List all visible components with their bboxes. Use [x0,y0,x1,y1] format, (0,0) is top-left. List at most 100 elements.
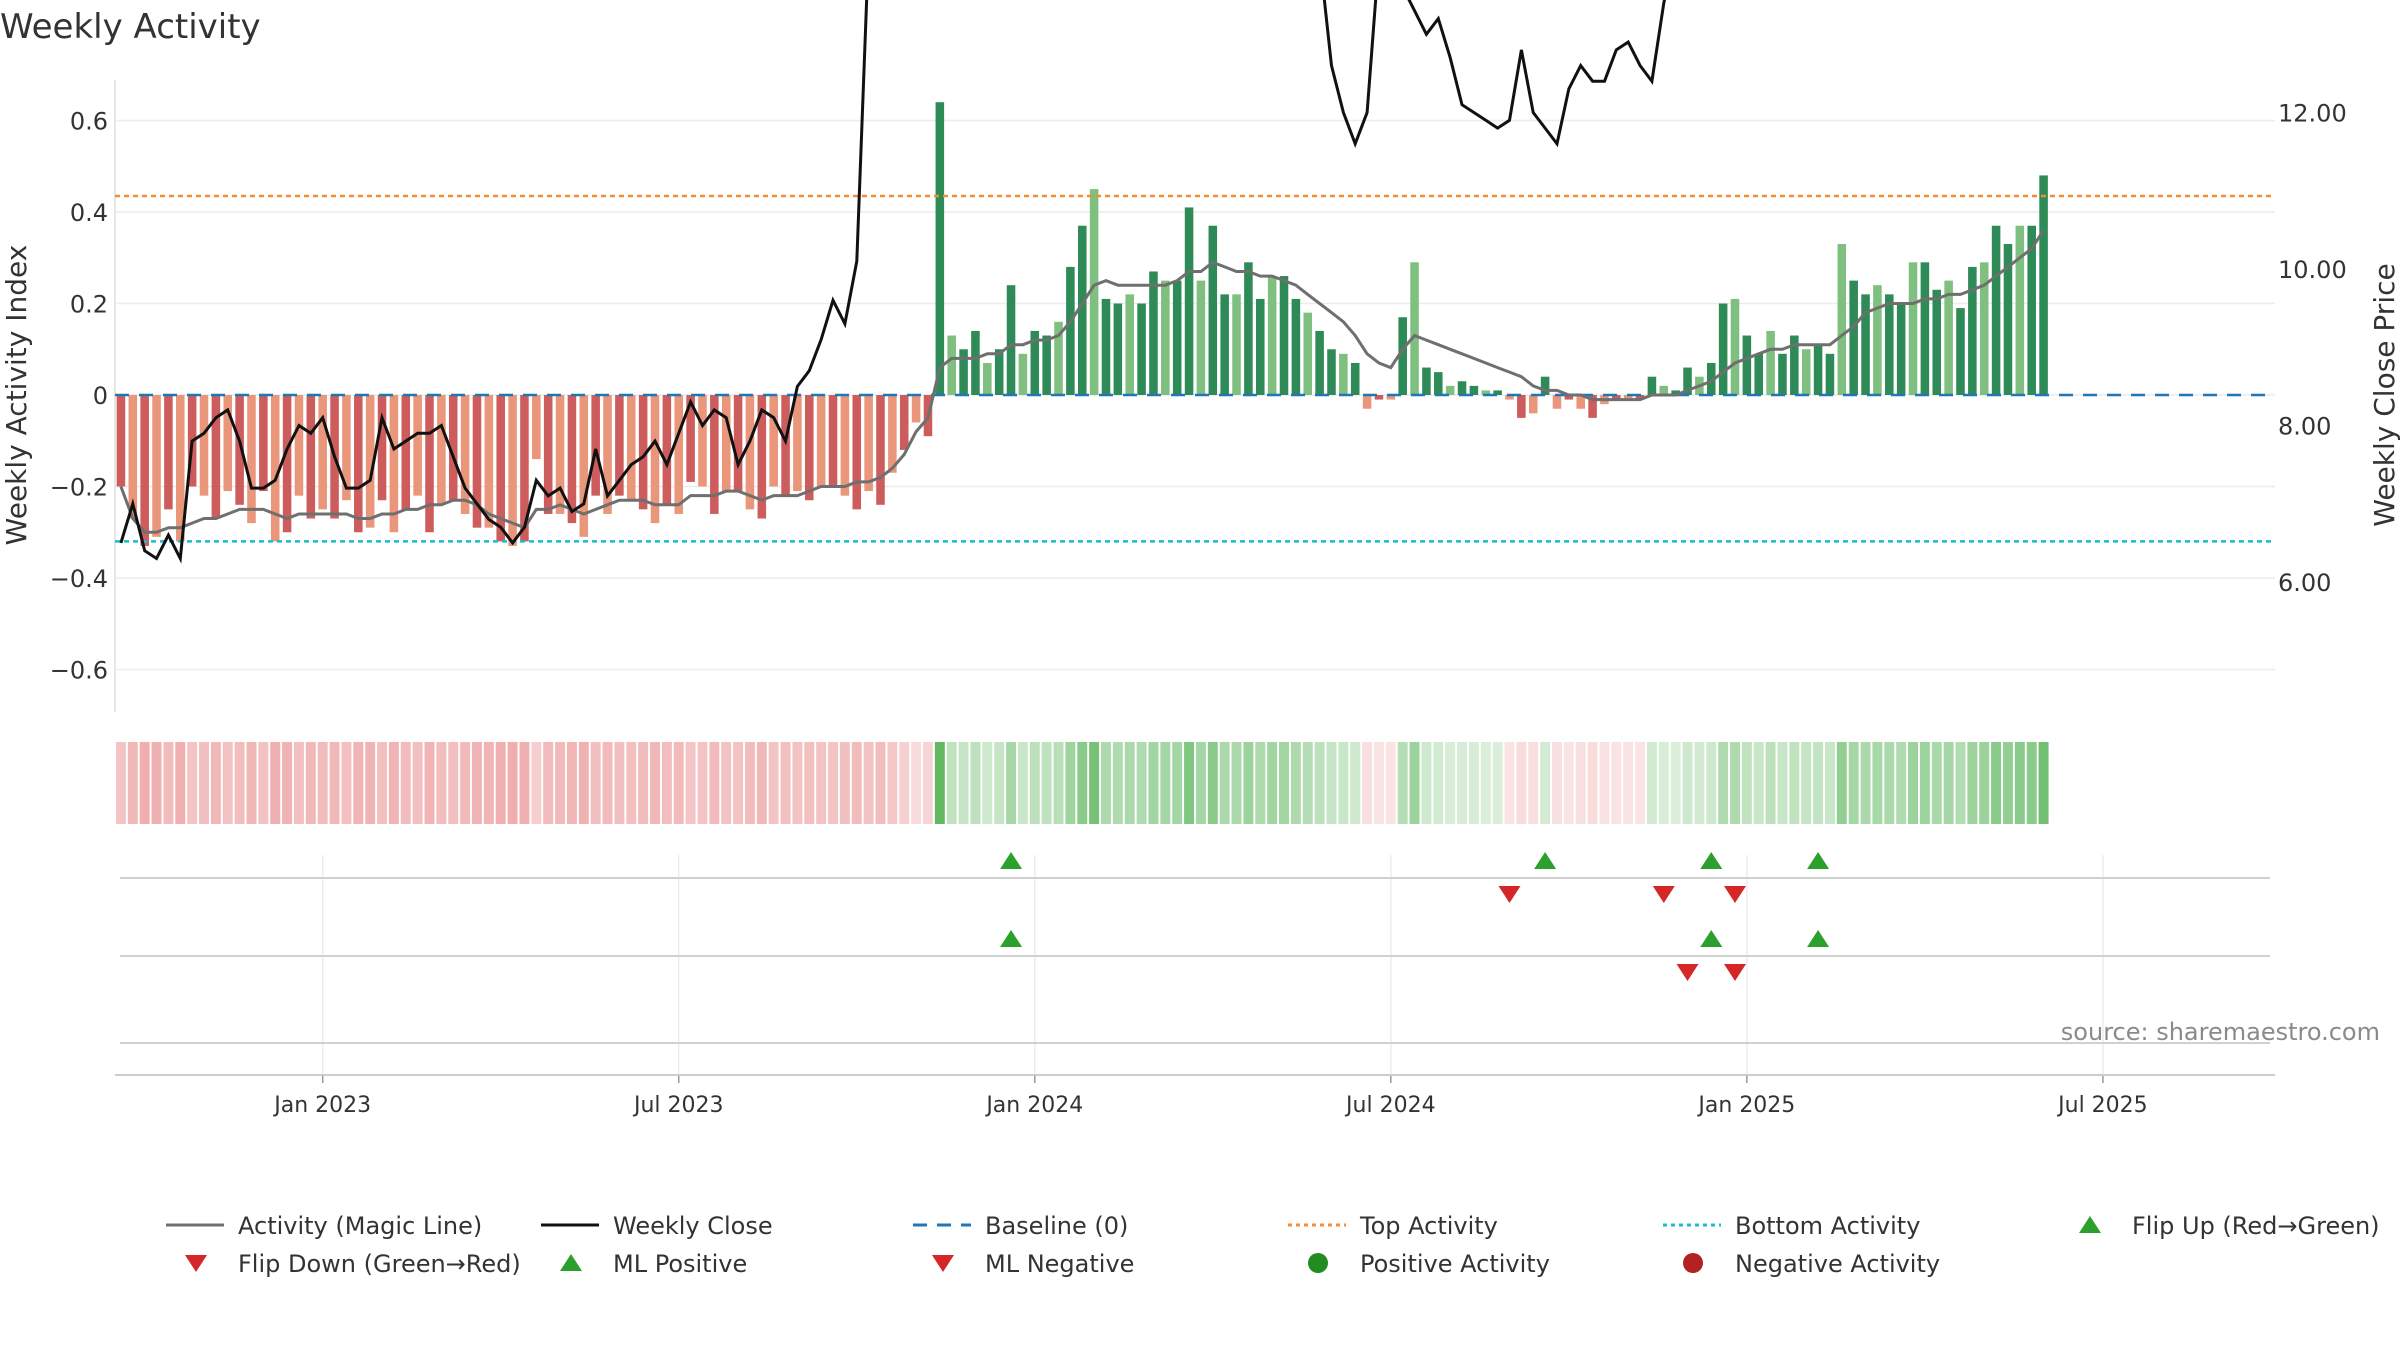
activity-bar [520,395,529,542]
y-tick-label: 0.2 [70,291,108,319]
activity-bar [1196,280,1206,395]
heat-cell [1101,742,1111,824]
heat-cell [744,742,755,824]
activity-bar [816,395,826,487]
activity-bar [911,395,921,423]
activity-bar [1481,390,1491,395]
heat-cell [922,742,933,824]
y-tick-label: −0.4 [50,565,108,593]
heat-cell [460,742,471,824]
activity-bar [425,395,434,533]
heat-cell [1801,742,1812,824]
heat-cell [875,742,886,824]
activity-bar [342,395,351,501]
activity-bar [983,362,992,395]
heat-cell [1457,742,1468,824]
y-tick-label: −0.6 [50,657,108,685]
activity-bar [1873,285,1882,395]
activity-bars [116,102,2048,546]
legend-swatch [932,1255,954,1272]
heat-cell [270,742,281,824]
legend-label: Flip Down (Green→Red) [238,1250,521,1278]
heat-cell [163,742,174,824]
activity-bar [318,395,327,510]
heat-cell [1160,742,1171,824]
reference-lines [115,194,2275,543]
x-axis-ticks: Jan 2023 Jul 2023 Jan 2024 Jul 2024 Jan 2025… [115,1074,2275,1118]
activity-bar [638,395,648,510]
activity-bar [1137,303,1146,395]
legend-swatch [1683,1253,1703,1273]
heat-cell [115,742,126,824]
heat-cell [2038,742,2049,824]
heat-cell [1184,742,1195,824]
heat-cell [1670,742,1681,824]
activity-bar [1635,395,1645,400]
activity-bar [401,395,411,510]
heat-cell [1789,742,1800,824]
heat-cell [1148,742,1159,824]
legend-label: Negative Activity [1735,1250,1940,1278]
ml-positive-marker [1700,930,1723,947]
heat-cell [555,742,566,824]
heat-cell [1623,742,1634,824]
heat-cell [543,742,554,824]
heat-cell [685,742,696,824]
activity-bar [1208,225,1218,395]
x-tick-label: Jan 2024 [984,1093,1083,1118]
activity-bar [1517,395,1526,418]
heat-cell [1172,742,1183,824]
activity-bar [508,395,517,546]
ml-negative-marker [1724,964,1746,981]
heat-cell [828,742,839,824]
heat-cell [436,742,447,824]
heat-cell [341,742,352,824]
activity-bar [2003,244,2013,395]
activity-bar [1908,262,1918,395]
activity-bar [840,395,850,496]
activity-bar [1564,395,1574,400]
legend-label: Bottom Activity [1735,1212,1920,1240]
activity-bar [128,395,138,519]
heat-cell [851,742,862,824]
heat-cell [329,742,340,824]
heat-cell [1468,742,1479,824]
activity-bar [2039,175,2048,395]
flip-down-marker [1724,886,1746,903]
activity-bar [1718,303,1728,395]
activity-bar [1303,312,1313,395]
activity-bar [472,395,482,528]
x-tick-label: Jul 2025 [2056,1093,2148,1118]
heat-cell [1824,742,1835,824]
activity-bar [1659,385,1669,395]
activity-bar [698,395,707,487]
heat-cell [1373,742,1384,824]
activity-bar [1766,330,1775,395]
heat-cell [1385,742,1396,824]
heat-cell [1658,742,1669,824]
heat-cell [139,742,150,824]
heat-cell [1694,742,1705,824]
heat-cell [1362,742,1373,824]
activity-bar [686,395,695,482]
heat-cell [566,742,577,824]
heat-cell [839,742,850,824]
flip-up-marker [1534,852,1557,869]
activity-bar [805,395,814,501]
heat-cell [1053,742,1064,824]
x-tick-label: Jul 2024 [1344,1093,1436,1118]
heat-cell [1290,742,1301,824]
heat-cell [1433,742,1444,824]
activity-bar [1944,280,1953,395]
activity-bar [1885,294,1894,395]
heat-cell [1551,742,1562,824]
activity-bar [1350,362,1360,395]
activity-bar [1066,266,1075,395]
heat-cell [1397,742,1408,824]
heat-cell [911,742,922,824]
activity-bar [1778,353,1787,395]
activity-bar [674,395,684,514]
activity-bar [1327,349,1336,395]
heat-cell [1350,742,1361,824]
